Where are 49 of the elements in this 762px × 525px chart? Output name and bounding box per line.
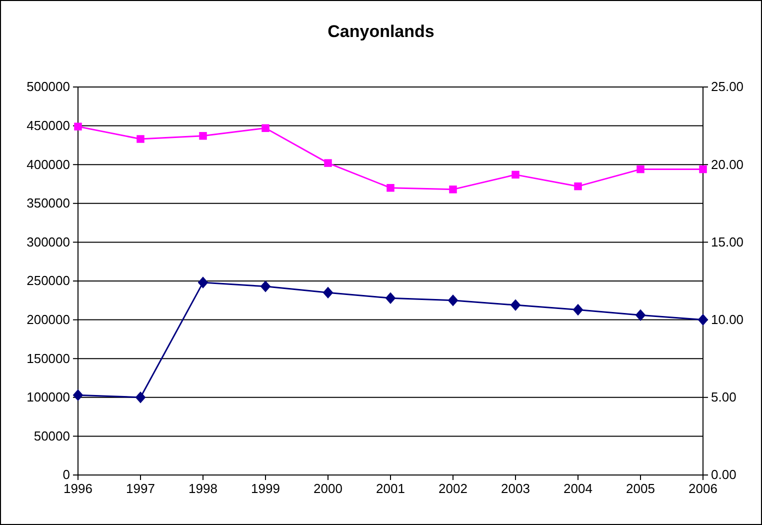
y-tick-label: 350000 (26, 196, 70, 211)
point (198, 276, 208, 288)
x-tick-label: 2002 (438, 481, 468, 496)
y-tick-label: 150000 (26, 350, 70, 366)
y-tick-label: 300000 (26, 234, 70, 250)
point (72, 389, 84, 401)
y2-tick-label: 10.00 (711, 312, 744, 327)
x-tick-label: 2005 (626, 481, 655, 496)
x-tick-label: 1998 (188, 481, 218, 496)
y-tick-label: 100000 (26, 390, 70, 405)
x-tick-label: 1999 (251, 481, 280, 496)
x-tick-label: 1997 (126, 481, 155, 496)
x-tick-label: 2000 (314, 481, 342, 496)
point (135, 392, 146, 404)
point (574, 182, 582, 190)
chart-title: Canyonlands (328, 22, 434, 41)
point (322, 286, 334, 299)
y2-tick-label: 15.00 (711, 234, 744, 250)
point (448, 294, 458, 306)
y2-tick-label: 0.00 (711, 467, 736, 482)
point (512, 170, 520, 179)
point (385, 292, 396, 304)
y-tick-label: 400000 (26, 156, 70, 172)
y2-tick-label: 5.00 (711, 390, 736, 405)
point (136, 135, 144, 143)
y2-tick-label: 25.00 (711, 79, 744, 94)
point (698, 314, 708, 326)
point (572, 304, 584, 316)
y-tick-label: 500000 (26, 79, 70, 94)
x-tick-label: 2006 (688, 481, 718, 496)
point (386, 184, 394, 192)
point (449, 186, 457, 194)
point (260, 280, 271, 292)
y-tick-label: 250000 (26, 273, 70, 288)
point (324, 159, 332, 167)
point (199, 132, 207, 140)
point (262, 124, 270, 132)
point (510, 299, 521, 311)
y-tick-label: 200000 (26, 312, 70, 327)
point (635, 309, 646, 322)
y-tick-label: 50000 (34, 428, 70, 444)
y-tick-label: 450000 (26, 118, 70, 133)
y2-tick-label: 20.00 (711, 156, 744, 172)
y-tick-label: 0 (62, 467, 70, 482)
x-tick-label: 1996 (64, 481, 92, 496)
x-tick-label: 2004 (564, 481, 592, 496)
x-tick-label: 2003 (501, 481, 530, 496)
x-tick-label: 2001 (376, 481, 405, 496)
point (636, 165, 644, 174)
